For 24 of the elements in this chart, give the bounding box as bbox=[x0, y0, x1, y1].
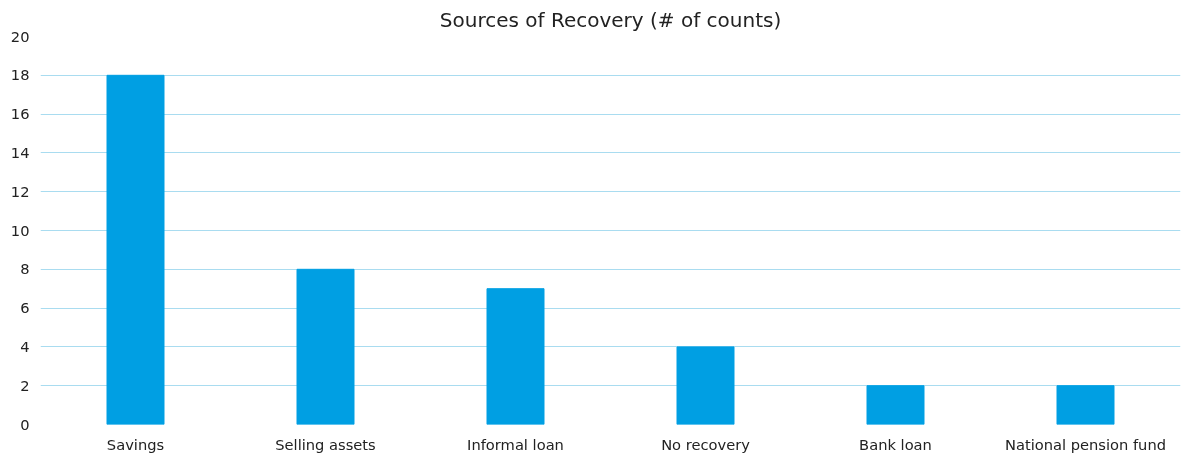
x-tick-label: Bank loan bbox=[859, 435, 932, 453]
y-tick-label: 20 bbox=[10, 27, 30, 45]
y-tick-label: 14 bbox=[10, 143, 30, 161]
bar bbox=[486, 288, 545, 425]
bar bbox=[296, 268, 355, 425]
chart-title: Sources of Recovery (# of counts) bbox=[439, 7, 782, 32]
bar bbox=[866, 385, 925, 425]
y-tick-label: 8 bbox=[20, 260, 30, 278]
y-tick-label: 6 bbox=[20, 299, 30, 317]
bar bbox=[106, 74, 165, 425]
x-tick-label: No recovery bbox=[661, 435, 751, 453]
y-tick-label: 2 bbox=[20, 376, 30, 394]
x-tick-label: National pension fund bbox=[1005, 435, 1167, 453]
x-tick-label: Selling assets bbox=[275, 435, 376, 453]
y-tick-label: 0 bbox=[20, 415, 30, 433]
x-tick-label: Savings bbox=[106, 435, 165, 453]
y-tick-label: 12 bbox=[10, 182, 30, 200]
bar bbox=[676, 346, 735, 425]
y-tick-label: 4 bbox=[20, 337, 30, 355]
x-tick-label: Informal loan bbox=[467, 435, 564, 453]
y-tick-label: 16 bbox=[10, 105, 30, 123]
bar bbox=[1056, 385, 1115, 425]
y-tick-label: 18 bbox=[10, 66, 30, 84]
y-tick-label: 10 bbox=[10, 221, 30, 239]
